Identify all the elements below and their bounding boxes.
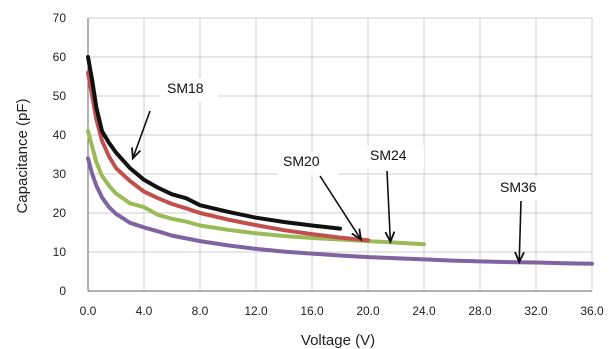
y-tick-label: 20 xyxy=(53,206,67,220)
callout-arrow-head xyxy=(384,231,396,245)
y-axis-title: Capacitance (pF) xyxy=(14,98,31,213)
callout-arrow-line xyxy=(386,170,392,242)
y-tick-label: 40 xyxy=(53,128,67,142)
y-tick-label: 70 xyxy=(53,11,67,25)
x-tick-label: 20.0 xyxy=(356,304,380,318)
x-tick-label: 28.0 xyxy=(468,304,492,318)
x-tick-labels: 0.0 4.0 8.0 12.0 16.0 20.0 24.0 28.0 32.0 36.0 xyxy=(80,304,604,318)
series-line-sm24 xyxy=(86,129,426,247)
series-line-sm18 xyxy=(86,55,342,231)
callout-arrow-line xyxy=(518,200,522,263)
x-axis-title: Voltage (V) xyxy=(301,332,375,349)
x-tick-label: 36.0 xyxy=(580,304,604,318)
callout-box xyxy=(160,78,218,102)
x-tick-label: 12.0 xyxy=(244,304,268,318)
callout-arrow-line xyxy=(319,175,362,240)
callout-arrow-line xyxy=(132,110,151,159)
series-line-sm20 xyxy=(86,70,370,243)
callout-label-sm18: SM18 xyxy=(167,80,204,96)
y-tick-label: 60 xyxy=(53,50,67,64)
callout-arrow-head xyxy=(514,251,525,265)
callout-label-sm24: SM24 xyxy=(370,147,407,163)
y-tick-labels: 0 10 20 30 40 50 60 70 xyxy=(53,11,67,298)
x-tick-label: 0.0 xyxy=(80,304,97,318)
callout-label-sm36: SM36 xyxy=(500,179,537,195)
y-tick-label: 0 xyxy=(59,284,66,298)
callout-arrow-head xyxy=(131,147,142,161)
callouts: SM18 SM20 SM24 SM36 xyxy=(131,78,553,265)
callout-box xyxy=(493,177,553,201)
x-tick-label: 4.0 xyxy=(136,304,153,318)
y-tick-label: 50 xyxy=(53,89,67,103)
callout-arrow-head xyxy=(351,228,363,242)
callout-label-sm20: SM20 xyxy=(283,153,320,169)
x-tick-label: 32.0 xyxy=(524,304,548,318)
x-tick-label: 16.0 xyxy=(300,304,324,318)
callout-box xyxy=(364,145,424,169)
x-tick-label: 8.0 xyxy=(192,304,209,318)
series-line-sm36 xyxy=(86,156,594,266)
series-lines xyxy=(86,55,594,266)
x-tick-label: 24.0 xyxy=(412,304,436,318)
y-tick-label: 30 xyxy=(53,167,67,181)
y-tick-label: 10 xyxy=(53,245,67,259)
callout-box xyxy=(278,151,338,175)
